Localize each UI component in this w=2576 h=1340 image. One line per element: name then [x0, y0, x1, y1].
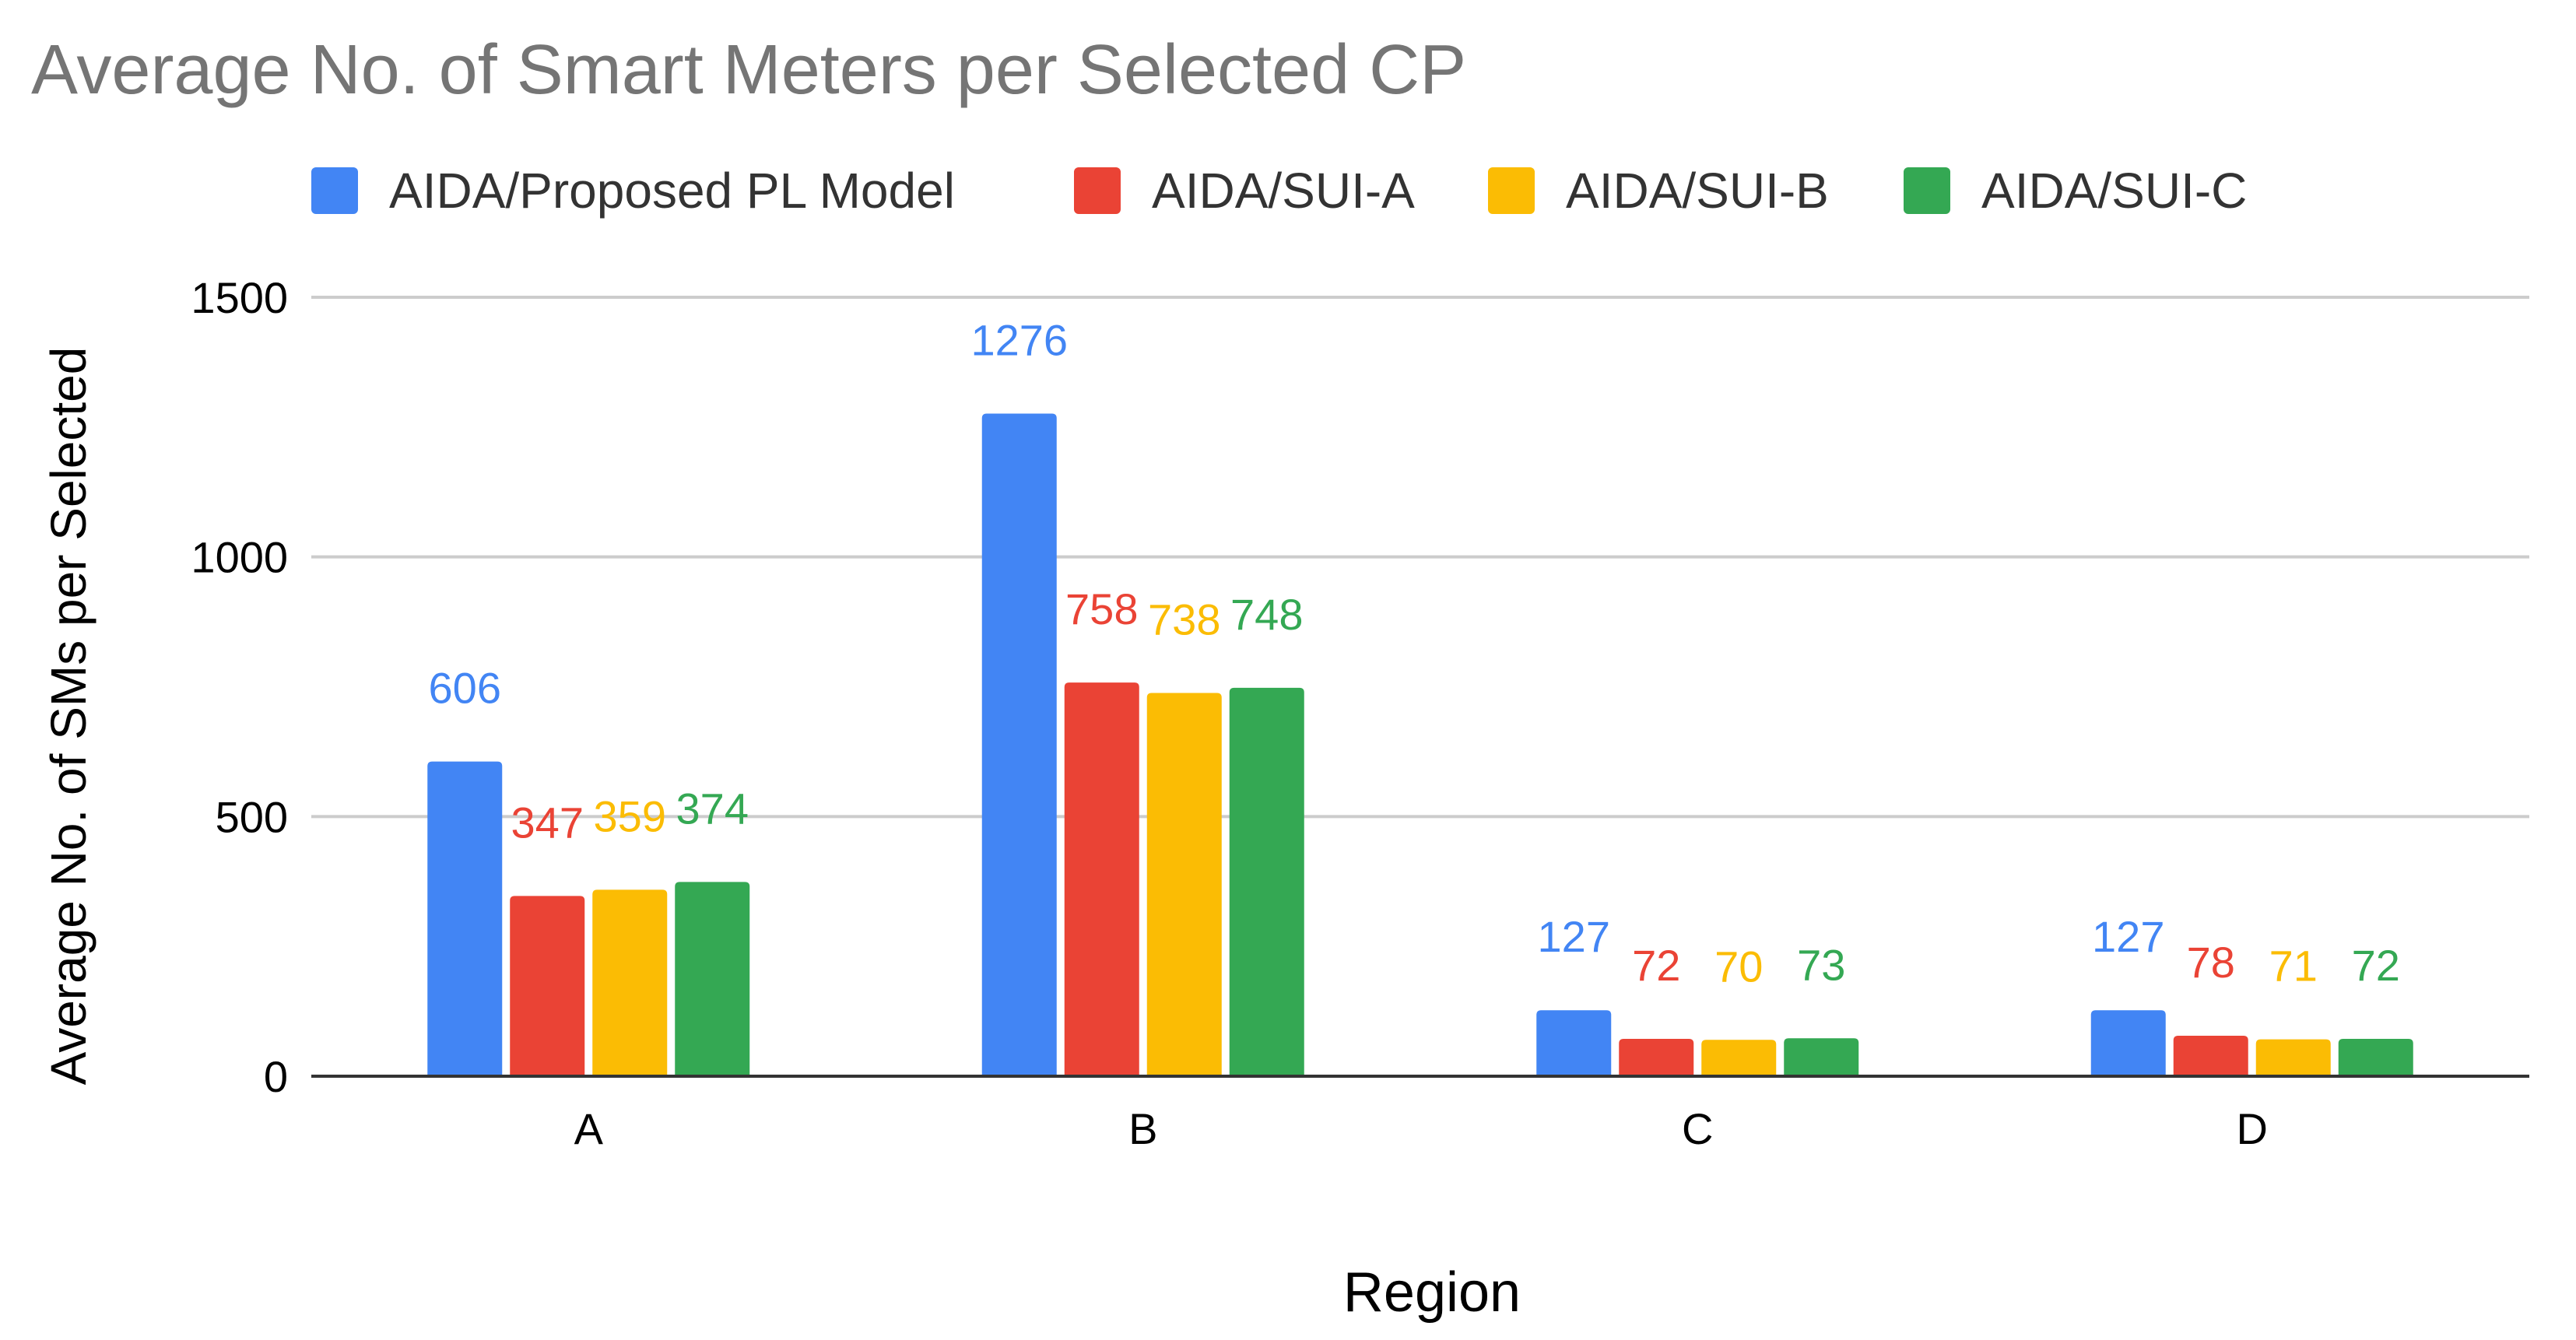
data-label: 78 [2187, 938, 2235, 987]
bar-c-series-1 [1536, 1010, 1611, 1076]
data-label: 71 [2269, 942, 2318, 991]
bars [427, 413, 2413, 1076]
bar-c-series-2 [1619, 1039, 1693, 1076]
data-label: 127 [2092, 912, 2164, 961]
bar-a-series-4 [675, 882, 749, 1076]
data-label: 127 [1538, 912, 1610, 961]
data-label: 347 [511, 798, 584, 847]
legend-swatch [1904, 167, 1950, 214]
x-tick-label: C [1682, 1104, 1713, 1153]
bar-b-series-2 [1065, 682, 1139, 1076]
bar-d-series-3 [2256, 1040, 2331, 1076]
legend: AIDA/Proposed PL Model AIDA/SUI-A AIDA/SUI… [311, 163, 2247, 219]
bar-b-series-1 [982, 413, 1057, 1076]
legend-label: AIDA/Proposed PL Model [389, 163, 955, 219]
bar-a-series-1 [427, 762, 502, 1076]
data-label: 73 [1797, 940, 1845, 989]
bar-c-series-4 [1784, 1038, 1858, 1076]
bar-d-series-1 [2091, 1010, 2166, 1076]
bar-chart: Average No. of Smart Meters per Selected… [0, 0, 2576, 1336]
gridlines [311, 297, 2529, 816]
legend-swatch [311, 167, 358, 214]
y-tick-label: 0 [264, 1052, 288, 1101]
bar-b-series-3 [1147, 693, 1222, 1076]
x-tick-label: B [1128, 1104, 1157, 1153]
chart-container: Average No. of Smart Meters per Selected… [0, 0, 2576, 1336]
y-tick-label: 1000 [191, 533, 288, 582]
y-tick-label: 1500 [191, 273, 288, 322]
data-label: 70 [1714, 942, 1763, 991]
legend-swatch [1074, 167, 1121, 214]
data-label: 606 [429, 664, 501, 713]
bar-a-series-3 [592, 889, 667, 1076]
x-axis-label: Region [1343, 1261, 1521, 1324]
y-axis-ticks: 0 500 1000 1500 [191, 273, 288, 1101]
x-axis-ticks: A B C D [574, 1104, 2268, 1153]
bar-d-series-2 [2174, 1036, 2248, 1076]
bar-b-series-4 [1230, 688, 1304, 1076]
y-tick-label: 500 [216, 792, 288, 841]
data-label: 72 [2352, 941, 2400, 990]
chart-title: Average No. of Smart Meters per Selected… [31, 31, 1466, 109]
bar-d-series-4 [2339, 1039, 2413, 1076]
data-label: 72 [1632, 941, 1680, 990]
legend-label: AIDA/SUI-B [1566, 163, 1829, 219]
data-label: 1276 [970, 315, 1068, 364]
legend-label: AIDA/SUI-A [1152, 163, 1415, 219]
data-label: 359 [594, 791, 666, 840]
legend-swatch [1488, 167, 1535, 214]
data-label: 374 [676, 784, 749, 833]
x-tick-label: D [2237, 1104, 2268, 1153]
legend-label: AIDA/SUI-C [1981, 163, 2247, 219]
bar-c-series-3 [1701, 1040, 1776, 1076]
bar-a-series-2 [510, 896, 584, 1076]
data-label: 738 [1148, 595, 1220, 644]
y-axis-label: Average No. of SMs per Selected [40, 347, 97, 1086]
data-label: 748 [1230, 590, 1303, 639]
data-label: 758 [1065, 584, 1138, 633]
x-tick-label: A [574, 1104, 604, 1153]
